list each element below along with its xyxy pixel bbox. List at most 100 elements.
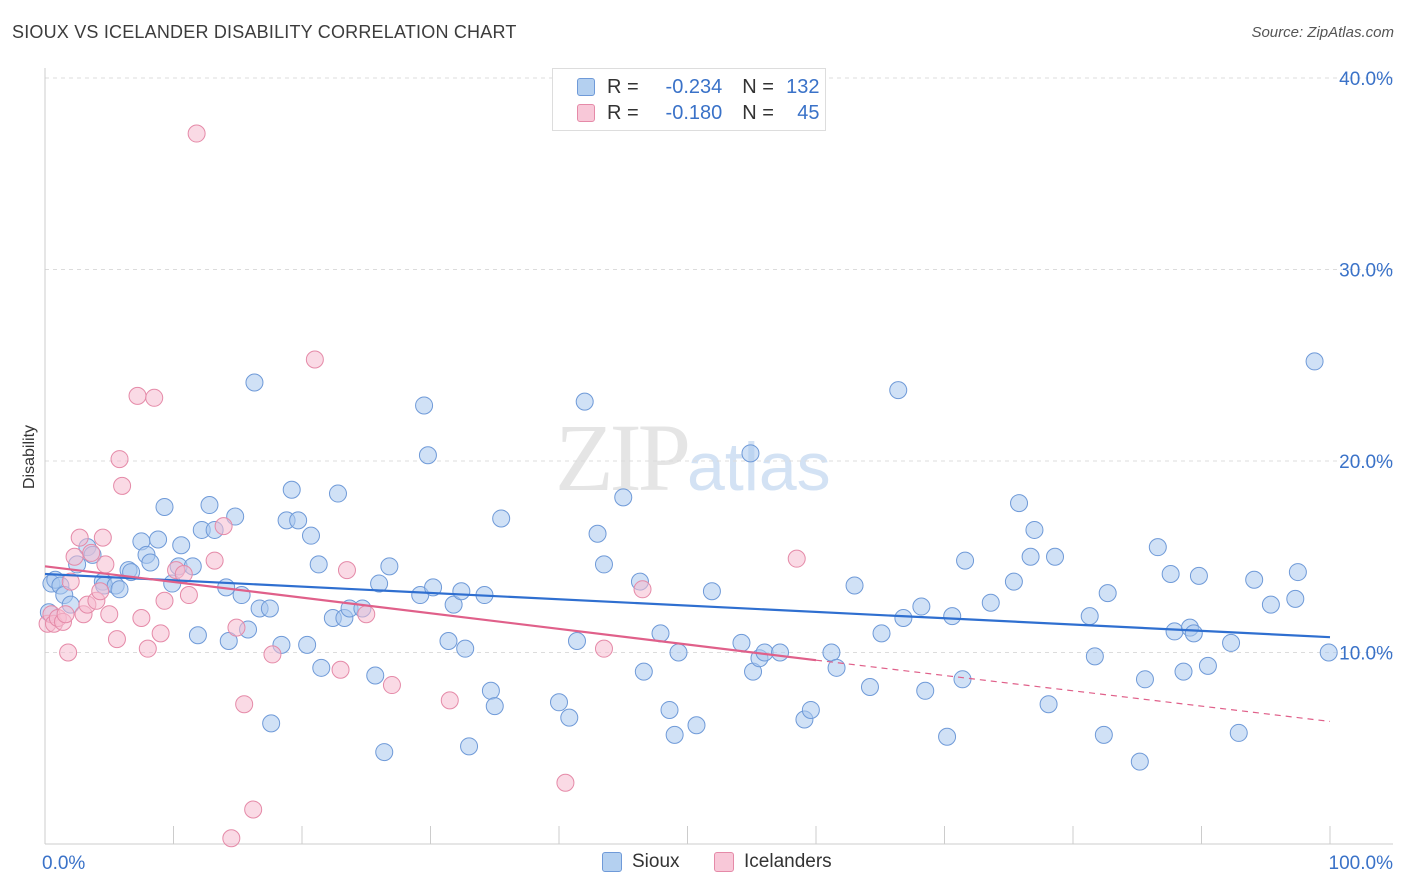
point-sioux	[312, 658, 331, 677]
point-icelanders	[187, 124, 206, 143]
axes	[44, 68, 1393, 845]
point-icelanders	[113, 476, 132, 495]
y-axis-title: Disability	[21, 425, 38, 489]
point-icelanders	[556, 773, 575, 792]
point-sioux	[732, 633, 751, 652]
point-sioux	[481, 681, 500, 700]
point-sioux	[172, 536, 191, 555]
point-sioux	[110, 580, 129, 599]
point-sioux	[741, 444, 760, 463]
series-icelanders-points	[38, 124, 806, 848]
point-sioux	[912, 597, 931, 616]
point-sioux	[1098, 584, 1117, 603]
point-sioux	[1319, 643, 1338, 662]
point-icelanders	[96, 555, 115, 574]
point-sioux	[1046, 547, 1065, 566]
point-sioux	[771, 643, 790, 662]
point-icelanders	[594, 639, 613, 658]
point-icelanders	[179, 586, 198, 605]
legend-label-icelanders: Icelanders	[744, 851, 832, 872]
legend-item-sioux[interactable]: Sioux	[602, 851, 680, 873]
point-sioux	[953, 670, 972, 689]
point-sioux	[872, 624, 891, 643]
point-icelanders	[633, 580, 652, 599]
point-sioux	[1229, 723, 1248, 742]
point-icelanders	[128, 386, 147, 405]
point-icelanders	[151, 624, 170, 643]
legend-n-label: N =	[742, 101, 774, 124]
point-icelanders	[91, 582, 110, 601]
point-sioux	[418, 446, 437, 465]
point-sioux	[1080, 607, 1099, 626]
point-icelanders	[59, 643, 78, 662]
point-sioux	[370, 574, 389, 593]
y-tick-label: 10.0%	[1339, 644, 1393, 665]
point-sioux	[1288, 563, 1307, 582]
point-icelanders	[100, 605, 119, 624]
point-sioux	[282, 480, 301, 499]
point-sioux	[309, 555, 328, 574]
point-sioux	[1148, 538, 1167, 557]
point-sioux	[485, 697, 504, 716]
legend-n-value: 132	[786, 75, 820, 98]
legend-swatch-icelanders	[714, 852, 734, 872]
point-icelanders	[357, 605, 376, 624]
point-sioux	[219, 632, 238, 651]
point-sioux	[916, 681, 935, 700]
point-sioux	[1222, 633, 1241, 652]
point-sioux	[1174, 662, 1193, 681]
series-legend: Sioux Icelanders	[0, 851, 1406, 877]
point-sioux	[460, 737, 479, 756]
correlation-legend: R = -0.234 N = 132 R = -0.180 N = 45	[552, 68, 826, 131]
point-icelanders	[145, 388, 164, 407]
point-icelanders	[440, 691, 459, 710]
point-sioux	[444, 595, 463, 614]
x-tick-label: 0.0%	[42, 853, 85, 874]
legend-item-icelanders[interactable]: Icelanders	[714, 851, 832, 873]
point-sioux	[1021, 547, 1040, 566]
point-sioux	[149, 530, 168, 549]
source-credit: Source: ZipAtlas.com	[1251, 24, 1394, 41]
point-sioux	[1094, 725, 1113, 744]
point-icelanders	[56, 605, 75, 624]
point-sioux	[1189, 566, 1208, 585]
point-sioux	[634, 662, 653, 681]
point-sioux	[651, 624, 670, 643]
point-sioux	[1305, 352, 1324, 371]
point-icelanders	[331, 660, 350, 679]
legend-r-label: R =	[607, 75, 639, 98]
legend-row-sioux: R = -0.234 N = 132	[577, 75, 820, 99]
point-sioux	[702, 582, 721, 601]
point-sioux	[687, 716, 706, 735]
point-icelanders	[65, 547, 84, 566]
point-sioux	[1261, 595, 1280, 614]
point-sioux	[456, 639, 475, 658]
point-icelanders	[70, 528, 89, 547]
trend-line-sioux	[44, 572, 1331, 639]
point-icelanders	[155, 591, 174, 610]
point-sioux	[301, 526, 320, 545]
point-sioux	[822, 643, 841, 662]
legend-swatch-icelanders	[577, 104, 595, 122]
point-sioux	[375, 743, 394, 762]
point-icelanders	[263, 645, 282, 664]
point-sioux	[938, 727, 957, 746]
y-tick-label: 30.0%	[1339, 261, 1393, 282]
point-sioux	[1286, 589, 1305, 608]
point-sioux	[801, 700, 820, 719]
legend-r-value: -0.234	[665, 75, 723, 98]
point-sioux	[894, 609, 913, 628]
grid-lines	[45, 77, 1393, 653]
point-sioux	[366, 666, 385, 685]
point-sioux	[845, 576, 864, 595]
point-sioux	[289, 511, 308, 530]
point-sioux	[1039, 695, 1058, 714]
point-sioux	[889, 381, 908, 400]
point-sioux	[665, 725, 684, 744]
legend-row-icelanders: R = -0.180 N = 45	[577, 101, 820, 125]
point-sioux	[560, 708, 579, 727]
point-sioux	[594, 555, 613, 574]
point-sioux	[943, 607, 962, 626]
point-sioux	[380, 557, 399, 576]
